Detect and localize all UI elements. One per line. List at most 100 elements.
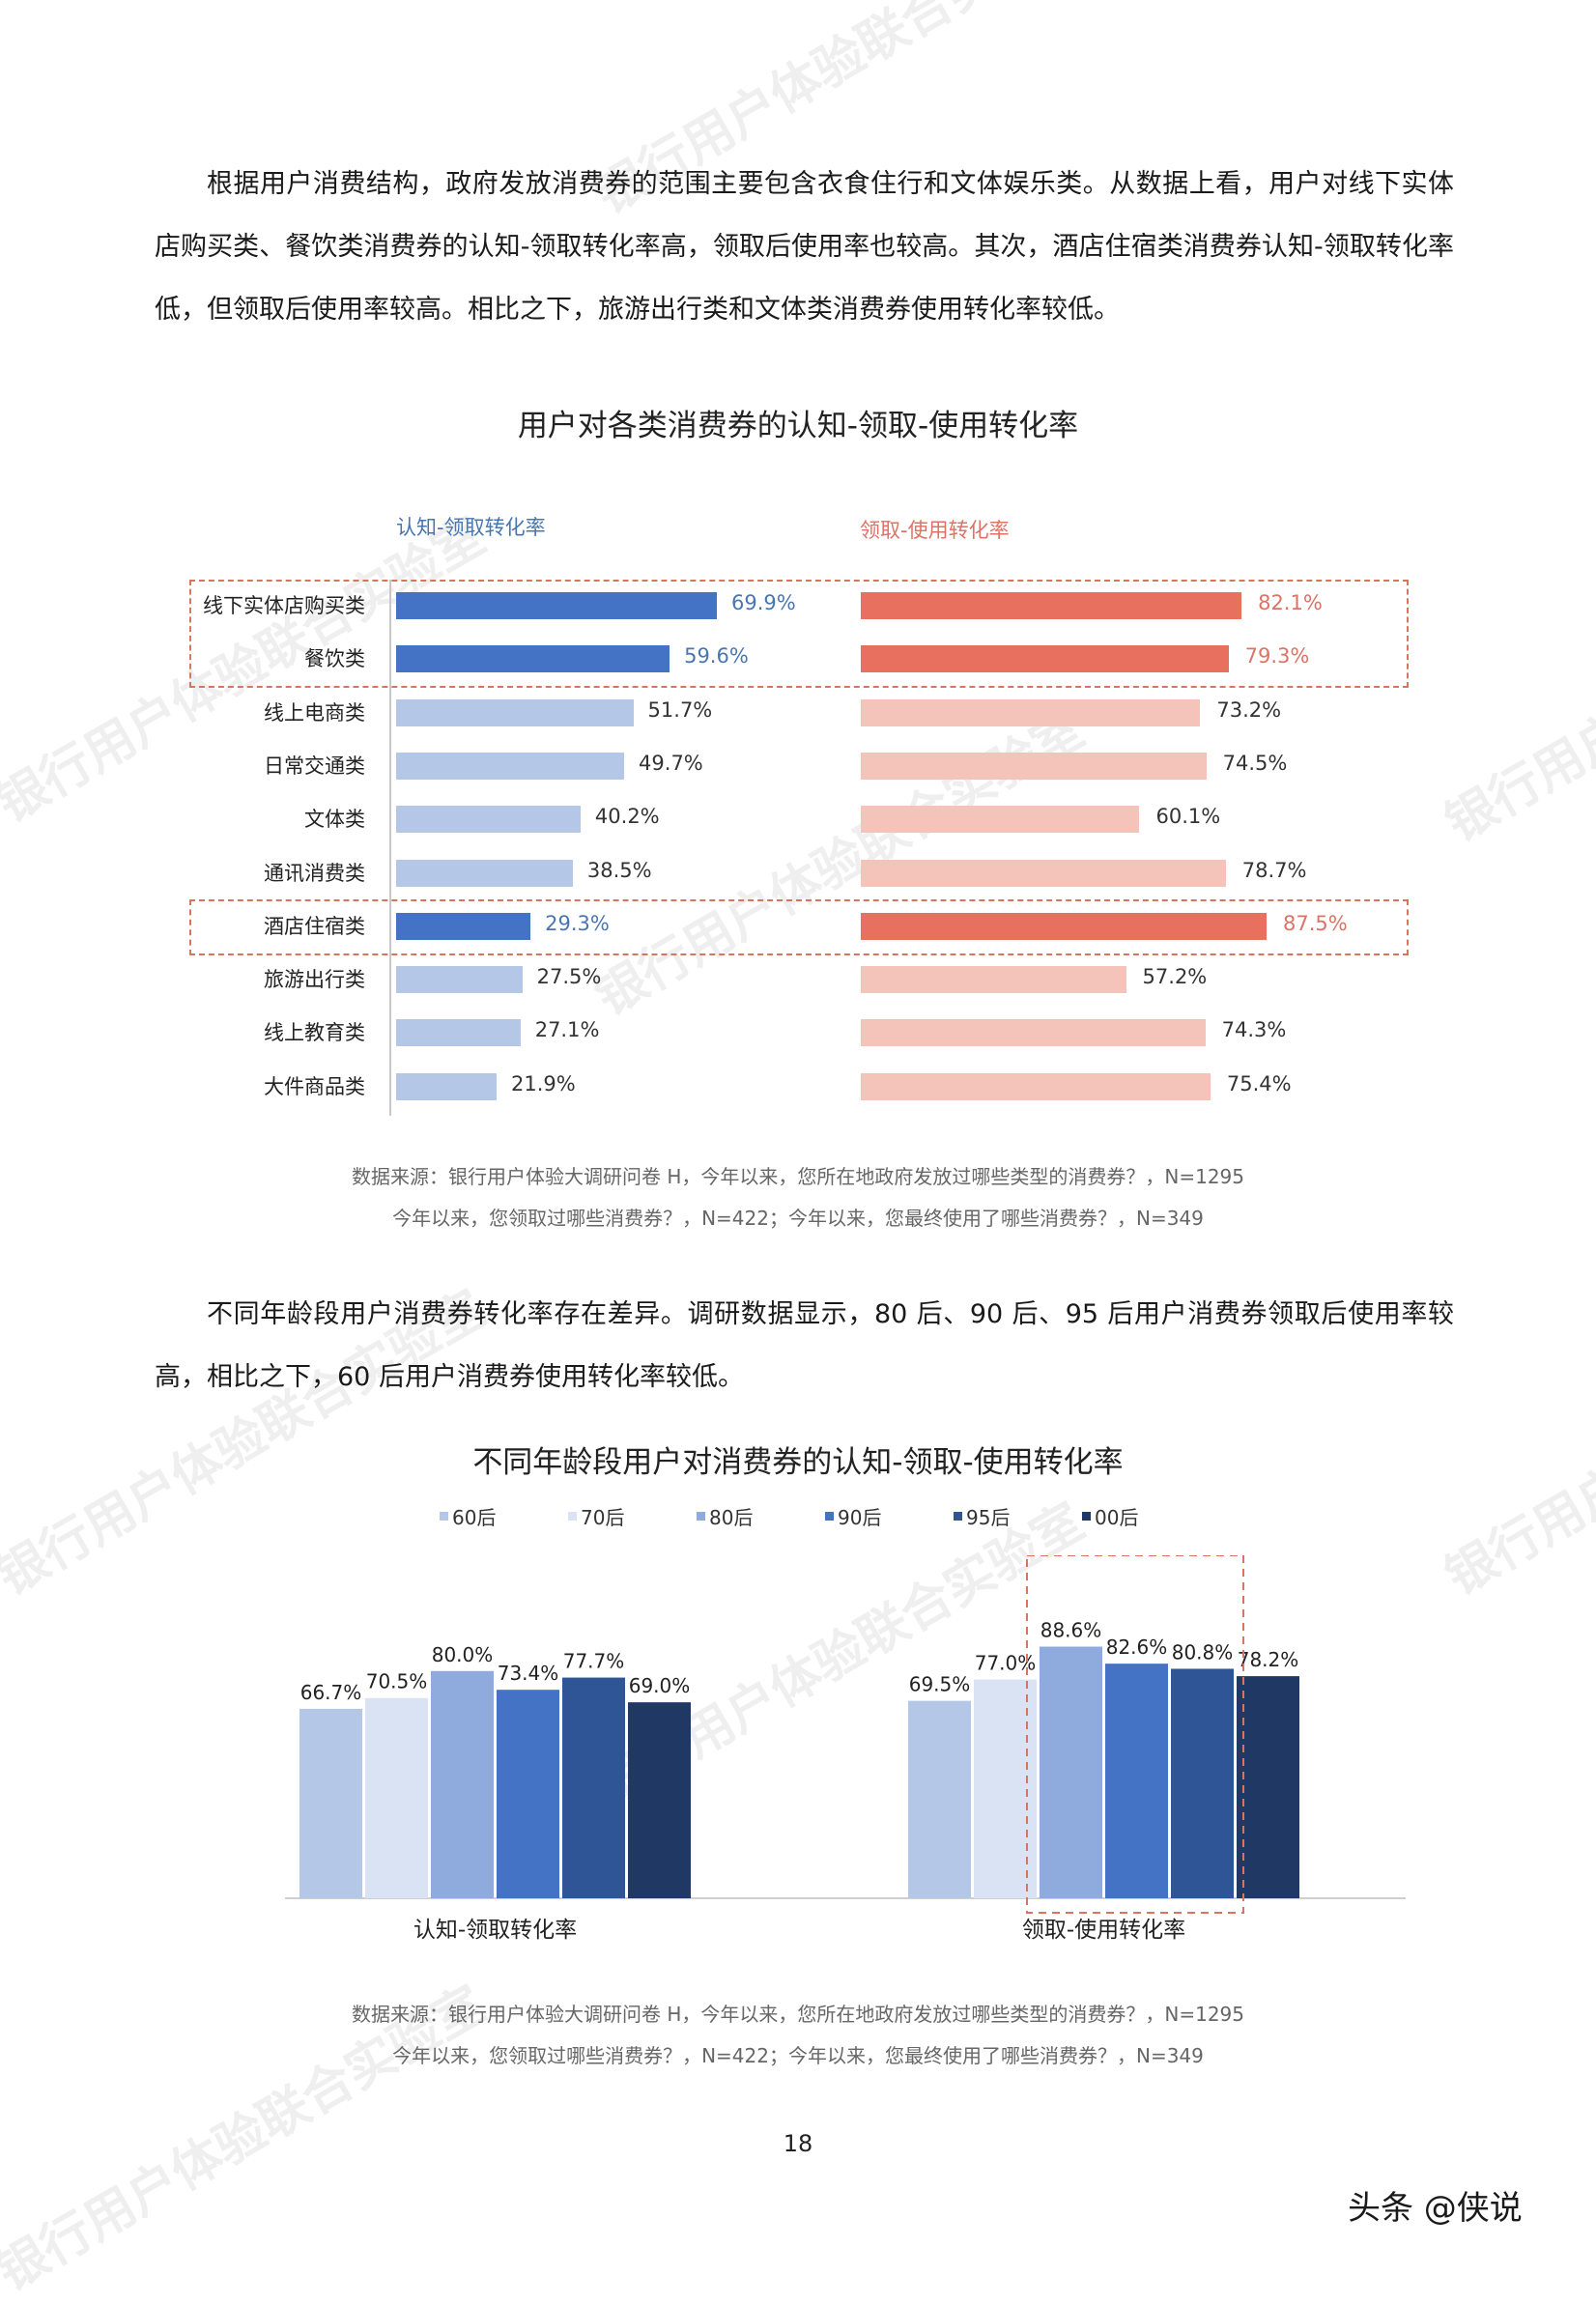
value-label: 82.1%	[1258, 591, 1323, 614]
category-label: 线上电商类	[264, 700, 365, 725]
value-label: 66.7%	[300, 1681, 362, 1704]
value-label: 70.5%	[366, 1670, 428, 1693]
value-label: 49.7%	[639, 751, 703, 775]
source-line: 今年以来，您领取过哪些消费券？，N=422；今年以来，您最终使用了哪些消费券？，…	[392, 2044, 1204, 2067]
value-label: 69.5%	[909, 1673, 971, 1696]
chart1-highlight-box	[189, 580, 1409, 688]
chart2-source: 数据来源：银行用户体验大调研问卷 H，今年以来，您所在地政府发放过哪些类型的消费…	[0, 1994, 1596, 2077]
value-label: 74.3%	[1221, 1018, 1287, 1042]
bar-claim-use	[861, 1019, 1206, 1047]
category-label: 文体类	[304, 808, 365, 832]
page-number: 18	[783, 2130, 813, 2157]
chart1-highlight-box	[189, 899, 1409, 955]
value-label: 60.1%	[1155, 805, 1221, 829]
value-label: 27.5%	[536, 965, 602, 989]
value-label: 80.8%	[1172, 1640, 1234, 1664]
category-label: 餐饮类	[304, 647, 365, 671]
legend-item: 00后	[1082, 1502, 1211, 1530]
bar-95后	[1171, 1668, 1234, 1898]
legend-swatch	[1082, 1512, 1091, 1521]
bar-claim-use	[861, 592, 1242, 619]
bar-recognize-claim	[396, 698, 634, 726]
value-label: 51.7%	[647, 697, 713, 722]
bar-90后	[1105, 1664, 1168, 1898]
bar-recognize-claim	[396, 592, 717, 619]
legend-item: 95后	[954, 1502, 1082, 1530]
chart2-legend: 60后 70后 80后 90后 95后 00后	[440, 1502, 1211, 1530]
bar-claim-use	[861, 966, 1126, 994]
value-label: 77.0%	[975, 1652, 1037, 1675]
value-label: 87.5%	[1283, 911, 1348, 935]
chart2-plot: 66.7% 70.5%80.0%73.4%77.7%69.0% 认知-领取转化率 69…	[285, 1555, 1406, 1943]
value-label: 78.7%	[1241, 858, 1307, 882]
legend-item: 70后	[568, 1502, 697, 1530]
chart1-right-header: 领取-使用转化率	[860, 519, 1010, 542]
legend-label: 90后	[838, 1506, 882, 1529]
chart2-title: 不同年龄段用户对消费券的认知-领取-使用转化率	[472, 1445, 1124, 1480]
bar-claim-use	[861, 752, 1207, 780]
value-label: 29.3%	[545, 911, 610, 935]
category-label: 日常交通类	[264, 754, 365, 778]
category-label: 大件商品类	[264, 1074, 365, 1098]
bar-95后	[562, 1677, 625, 1898]
value-label: 75.4%	[1226, 1071, 1292, 1095]
highlight-box	[1026, 1555, 1244, 1914]
legend-swatch	[825, 1512, 834, 1521]
value-label: 80.0%	[432, 1643, 494, 1666]
bar-90后	[497, 1690, 559, 1898]
source-line: 数据来源：银行用户体验大调研问卷 H，今年以来，您所在地政府发放过哪些类型的消费…	[351, 1165, 1244, 1188]
value-label: 78.2%	[1238, 1648, 1299, 1671]
bar-claim-use	[861, 859, 1226, 887]
bar-60后	[299, 1708, 362, 1898]
legend-label: 80后	[709, 1506, 754, 1529]
intro-paragraph: 根据用户消费结构，政府发放消费券的范围主要包含衣食住行和文体娱乐类。从数据上看，…	[155, 169, 1454, 325]
value-label: 27.1%	[534, 1018, 600, 1042]
brand-signature: 头条 @侠说	[1348, 2189, 1523, 2228]
category-label: 领取-使用转化率	[1022, 1918, 1185, 1943]
legend-item: 90后	[825, 1502, 954, 1530]
watermark: 银行用户体验联合实验室	[1436, 526, 1596, 854]
chart1-title: 用户对各类消费券的认知-领取-使用转化率	[517, 409, 1079, 443]
value-label: 69.9%	[731, 591, 796, 614]
bar-recognize-claim	[396, 1019, 521, 1047]
bar-recognize-claim	[396, 1072, 498, 1100]
bar-claim-use	[861, 645, 1229, 673]
bar-recognize-claim	[396, 752, 625, 780]
value-label: 69.0%	[629, 1674, 691, 1697]
value-label: 57.2%	[1142, 965, 1208, 989]
category-label: 认知-领取转化率	[413, 1918, 577, 1943]
legend-swatch	[440, 1512, 448, 1521]
legend-swatch	[954, 1512, 962, 1521]
source-line: 今年以来，您领取过哪些消费券？，N=422；今年以来，您最终使用了哪些消费券？，…	[392, 1207, 1204, 1230]
category-label: 线下实体店购买类	[203, 594, 365, 617]
value-label: 74.5%	[1222, 751, 1288, 775]
chart1-axis	[389, 580, 391, 1116]
value-label: 40.2%	[594, 805, 660, 829]
bar-claim-use	[861, 912, 1267, 940]
legend-label: 70后	[581, 1506, 625, 1529]
bar-recognize-claim	[396, 645, 670, 673]
value-label: 79.3%	[1244, 644, 1310, 668]
category-label: 线上教育类	[264, 1021, 365, 1045]
legend-item: 80后	[697, 1502, 825, 1530]
category-label: 旅游出行类	[264, 968, 365, 992]
bar-80后	[1040, 1646, 1102, 1898]
chart1-left-header: 认知-领取转化率	[396, 516, 546, 539]
legend-swatch	[697, 1512, 705, 1521]
bar-claim-use	[861, 698, 1201, 726]
value-label: 73.2%	[1216, 697, 1282, 722]
legend-item: 60后	[440, 1502, 568, 1530]
value-label: 77.7%	[563, 1650, 625, 1673]
bar-claim-use	[861, 1072, 1211, 1100]
legend-swatch	[568, 1512, 577, 1521]
bar-80后	[431, 1670, 494, 1898]
category-label: 酒店住宿类	[264, 914, 365, 938]
value-label: 21.9%	[511, 1071, 576, 1095]
age-paragraph: 不同年龄段用户消费券转化率存在差异。调研数据显示，80 后、90 后、95 后用…	[155, 1299, 1454, 1392]
value-label: 82.6%	[1106, 1636, 1168, 1659]
chart1-source: 数据来源：银行用户体验大调研问卷 H，今年以来，您所在地政府发放过哪些类型的消费…	[0, 1156, 1596, 1239]
value-label: 88.6%	[1040, 1619, 1102, 1642]
legend-label: 00后	[1095, 1506, 1139, 1529]
category-label: 通讯消费类	[264, 861, 365, 885]
bar-claim-use	[861, 806, 1140, 834]
